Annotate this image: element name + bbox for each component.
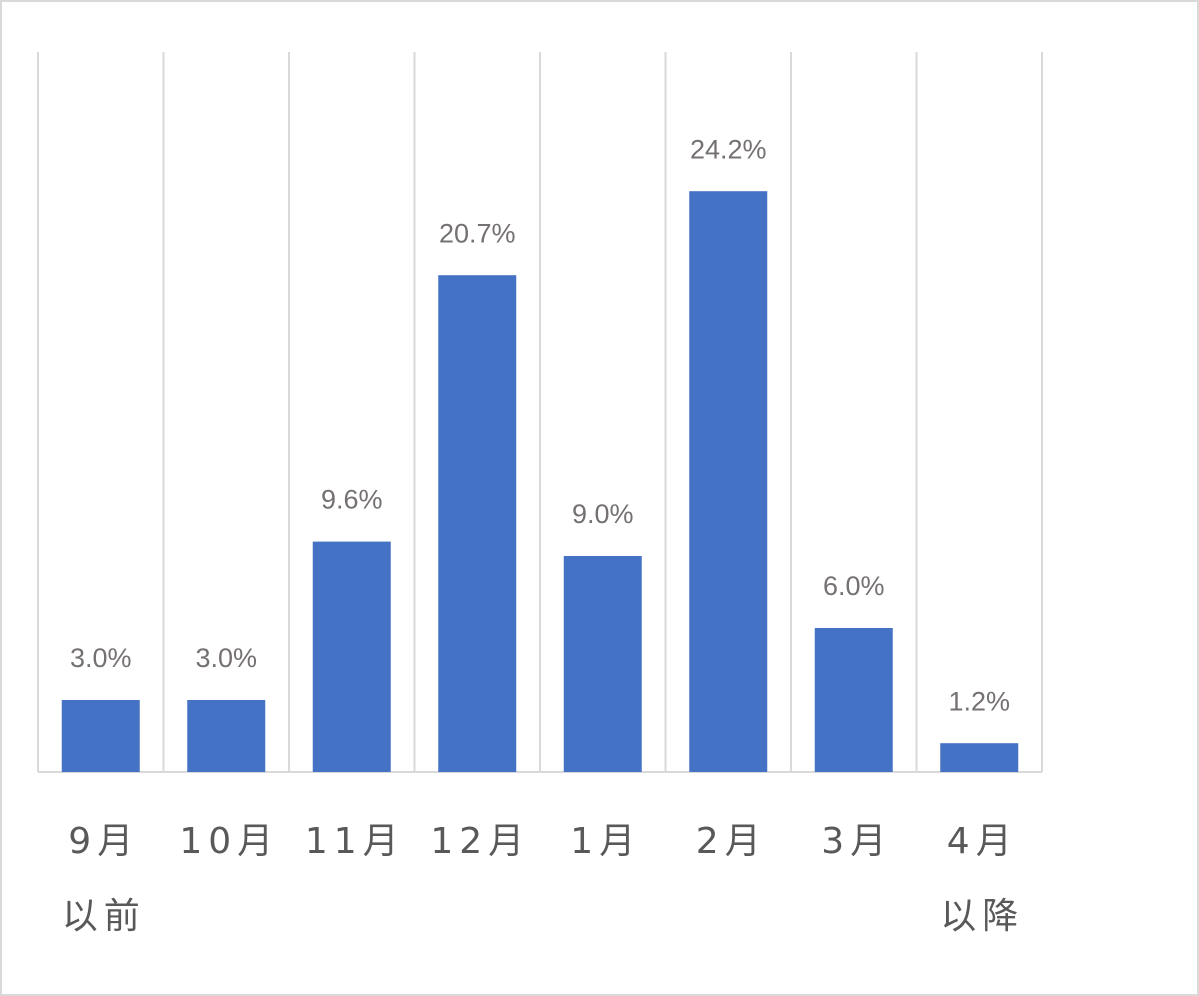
x-tick-label: 12月 [430,821,530,862]
bar [814,628,893,772]
value-label: 9.6% [321,485,383,515]
x-tick-label: 1月 [570,821,641,862]
bar [187,700,266,772]
bar [312,541,391,772]
bar [940,743,1019,772]
value-label: 9.0% [572,499,634,529]
x-tick-label: 3月 [821,821,892,862]
bar [689,191,768,772]
x-tick-label: 2月 [696,821,767,862]
value-label: 24.2% [690,134,767,164]
x-tick-label: 10月 [179,821,279,862]
bar [61,700,140,772]
value-label: 6.0% [823,571,885,601]
value-label: 1.2% [948,686,1010,716]
value-label: 20.7% [439,218,516,248]
bar [438,275,517,772]
value-label: 3.0% [70,643,132,673]
x-tick-label: 11月 [305,821,405,862]
bar [563,556,642,772]
x-tick-label: 9月以前 [62,821,146,937]
x-tick-label: 4月以降 [940,821,1024,937]
value-label: 3.0% [195,643,257,673]
